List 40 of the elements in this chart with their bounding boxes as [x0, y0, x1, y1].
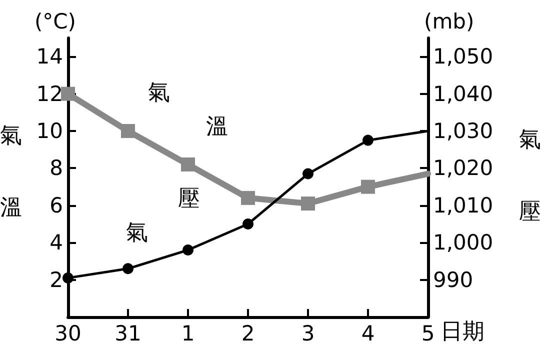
point — [362, 134, 374, 146]
text: 氣壓 — [519, 128, 541, 224]
x-tick-label: 5 — [421, 322, 435, 346]
text: 氣溫 — [0, 124, 22, 220]
y2-tick-label: 1,010 — [433, 193, 494, 218]
y-tick-label: 2 — [50, 268, 63, 292]
point — [61, 86, 75, 101]
x-tick-label: 3 — [301, 322, 315, 346]
y-tick-label: 10 — [36, 119, 63, 143]
x-tick-label: 4 — [361, 322, 375, 346]
point — [182, 244, 194, 256]
y2-tick-label: 990 — [433, 268, 474, 292]
y2-tick-label: 1,030 — [433, 119, 494, 143]
point — [121, 124, 135, 138]
point — [361, 180, 375, 194]
x-axis-title: 日期 — [440, 320, 485, 344]
x-tick-label: 2 — [241, 322, 255, 346]
x-tick-label: 31 — [114, 322, 142, 346]
text: 氣壓 — [126, 186, 200, 246]
point — [302, 168, 314, 180]
y-tick-label: 8 — [50, 156, 63, 180]
y-axis-title: (°C) — [34, 10, 76, 34]
text: 氣溫 — [148, 80, 228, 140]
point — [122, 263, 134, 274]
point — [301, 196, 315, 211]
point — [242, 218, 254, 230]
y2-tick-label: 1,020 — [433, 156, 494, 180]
y2-tick-label: 1,000 — [433, 230, 494, 255]
point — [62, 272, 74, 284]
y-tick-label: 14 — [36, 44, 63, 69]
y2-axis-title: (mb) — [424, 10, 474, 34]
point — [181, 157, 195, 172]
y-tick-label: 6 — [50, 193, 63, 218]
y-tick-label: 12 — [36, 82, 63, 106]
y-tick-label: 4 — [50, 230, 63, 255]
y2-tick-label: 1,050 — [433, 44, 494, 69]
y2-tick-label: 1,040 — [433, 82, 494, 106]
x-tick-label: 1 — [181, 322, 195, 346]
point — [241, 190, 255, 205]
x-tick-label: 30 — [54, 322, 82, 346]
